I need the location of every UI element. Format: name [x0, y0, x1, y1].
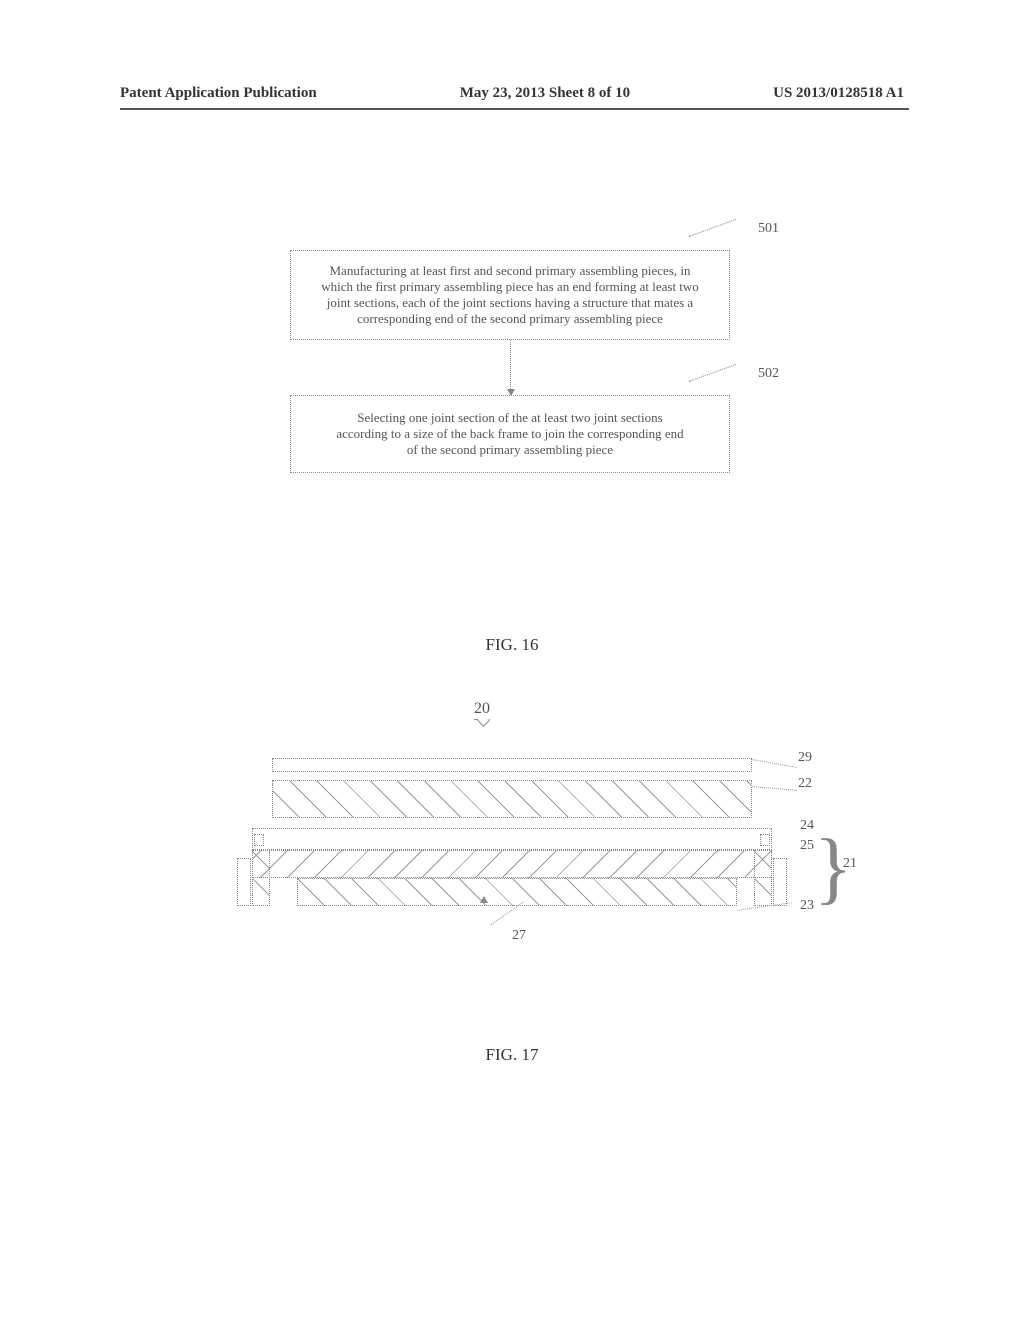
ref-25: 25	[800, 838, 814, 854]
caption-fig17: FIG. 17	[0, 1045, 1024, 1065]
flowchart-label-502: 502	[758, 366, 779, 382]
layer-29	[272, 758, 752, 772]
diagram-fig17-section: 20 29 22 24 25 23 } 21 27	[0, 700, 1024, 958]
side-block-right-outer	[773, 858, 787, 906]
header-right: US 2013/0128518 A1	[773, 85, 904, 102]
flowchart-fig16: 501 Manufacturing at least first and sec…	[290, 250, 730, 473]
header-center: May 23, 2013 Sheet 8 of 10	[460, 85, 630, 102]
side-block-right	[754, 850, 772, 906]
page-header: Patent Application Publication May 23, 2…	[0, 85, 1024, 102]
ref-line-29	[752, 759, 796, 768]
diagram-title-20: 20	[474, 700, 490, 720]
layer-25	[252, 850, 772, 878]
ref-23: 23	[800, 898, 814, 914]
flowchart-label-501: 501	[758, 221, 779, 237]
ref-21: 21	[843, 856, 857, 872]
notch-left	[254, 834, 264, 846]
layer-22	[272, 780, 752, 818]
ref-24: 24	[800, 818, 814, 834]
flowchart-box-501: 501 Manufacturing at least first and sec…	[290, 250, 730, 340]
ref-22: 22	[798, 776, 812, 792]
layer-23	[297, 878, 737, 906]
ref-29: 29	[798, 750, 812, 766]
flowchart-leader-501	[689, 219, 736, 237]
flowchart-text-502: Selecting one joint section of the at le…	[336, 410, 683, 457]
flowchart-arrow	[510, 340, 511, 395]
caption-fig16: FIG. 16	[0, 635, 1024, 655]
flowchart-box-502: 502 Selecting one joint section of the a…	[290, 395, 730, 473]
ref-line-22	[752, 786, 797, 791]
brace-21: }	[814, 823, 832, 913]
ref-27: 27	[512, 928, 526, 944]
ref-arrow-27	[480, 896, 488, 903]
header-divider	[120, 108, 909, 110]
header-left: Patent Application Publication	[120, 85, 317, 102]
notch-right	[760, 834, 770, 846]
layer-24	[252, 828, 772, 850]
flowchart-text-501: Manufacturing at least first and second …	[321, 263, 699, 326]
flowchart-leader-502	[689, 364, 736, 382]
diagram-fig17: 29 22 24 25 23 } 21 27	[222, 758, 802, 958]
side-block-left-outer	[237, 858, 251, 906]
side-block-left	[252, 850, 270, 906]
